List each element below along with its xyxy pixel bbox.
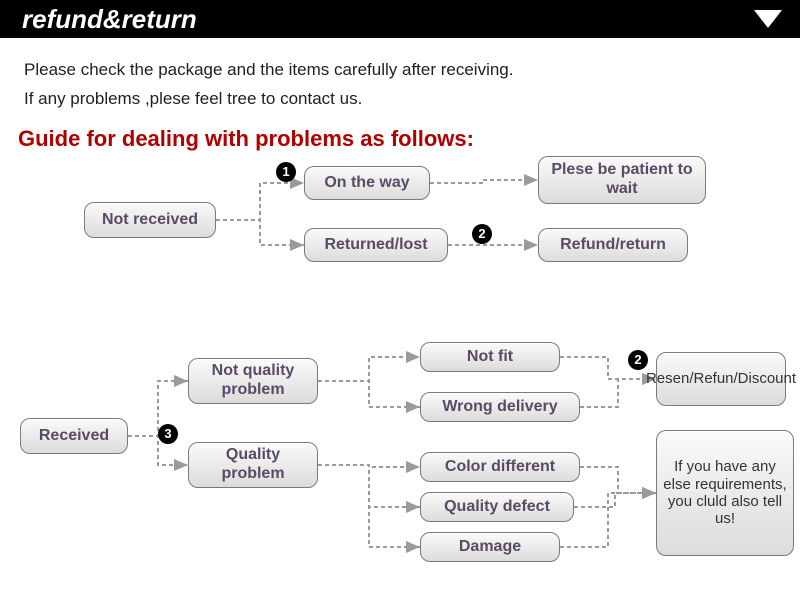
flow-node-wrong_delivery: Wrong delivery	[420, 392, 580, 422]
flow-node-quality: Quality problem	[188, 442, 318, 488]
flow-node-quality_defect: Quality defect	[420, 492, 574, 522]
flow-node-on_the_way: On the way	[304, 166, 430, 200]
intro-line-2: If any problems ,plese feel tree to cont…	[24, 85, 776, 114]
flowchart-canvas: Not received On the way Returned/lost Plese…	[0, 152, 800, 592]
flow-node-not_received: Not received	[84, 202, 216, 238]
header-bar: refund&return	[0, 0, 800, 38]
flow-node-refund_return: Refund/return	[538, 228, 688, 262]
flow-node-resend_refund: Resen/Refun/Discount	[656, 352, 786, 406]
arrow-down-icon	[754, 10, 782, 28]
step-badge-3: 3	[158, 424, 178, 444]
step-badge-2: 2	[472, 224, 492, 244]
step-badge-1: 1	[276, 162, 296, 182]
flow-node-returned_lost: Returned/lost	[304, 228, 448, 262]
step-badge-2: 2	[628, 350, 648, 370]
flow-node-else_req: If you have any else requirements, you c…	[656, 430, 794, 556]
guide-title: Guide for dealing with problems as follo…	[0, 120, 800, 152]
header-title: refund&return	[22, 4, 197, 35]
flow-node-color_diff: Color different	[420, 452, 580, 482]
flow-node-damage: Damage	[420, 532, 560, 562]
flow-node-patient_wait: Plese be patient to wait	[538, 156, 706, 204]
flow-node-not_fit: Not fit	[420, 342, 560, 372]
flow-node-received: Received	[20, 418, 128, 454]
flow-node-not_quality: Not quality problem	[188, 358, 318, 404]
intro-line-1: Please check the package and the items c…	[24, 56, 776, 85]
intro-block: Please check the package and the items c…	[0, 38, 800, 120]
